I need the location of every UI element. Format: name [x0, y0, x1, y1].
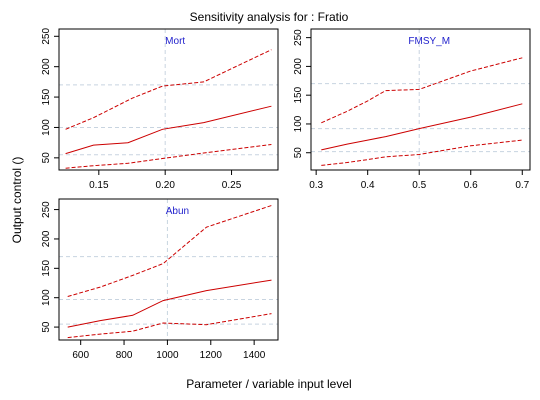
x-tick-label: 0.20	[155, 180, 175, 191]
x-tick-label: 0.25	[222, 180, 242, 191]
y-tick-label: 100	[41, 289, 52, 306]
x-tick-label: 0.7	[515, 180, 529, 191]
y-tick-label: 250	[41, 201, 52, 218]
y-tick-label: 150	[41, 88, 52, 105]
y-tick-label: 100	[41, 119, 52, 136]
y-tick-label: 50	[293, 147, 304, 159]
x-tick-label: 1200	[200, 350, 223, 361]
chart-panel-1: 0.15 0.20 0.25 50 100 150 200 250 Mort	[41, 28, 279, 191]
figure-y-axis-label: Output control ()	[10, 157, 24, 244]
x-tick-label: 600	[72, 350, 89, 361]
x-tick-label: 0.5	[412, 180, 426, 191]
panel-label: Mort	[165, 36, 185, 47]
plot-frame	[310, 28, 531, 171]
x-tick-label: 1000	[156, 350, 179, 361]
x-tick-label: 0.6	[464, 180, 478, 191]
series-line-1	[65, 49, 272, 130]
chart-panel-2: 0.3 0.4 0.5 0.6 0.7 50 100 150 200 250 FMSY_M	[293, 28, 531, 191]
y-tick-label: 200	[41, 230, 52, 247]
y-tick-label: 50	[41, 321, 52, 333]
plot-frame	[58, 198, 279, 341]
series-line-3	[65, 144, 272, 169]
series-line-1	[67, 205, 272, 297]
x-tick-label: 0.3	[309, 180, 323, 191]
series-line-2	[65, 105, 272, 155]
y-tick-label: 150	[41, 260, 52, 277]
panel-label: Abun	[166, 206, 189, 217]
plot-frame	[58, 28, 279, 171]
series-line-2	[67, 279, 272, 328]
series-line-2	[321, 103, 523, 151]
y-tick-label: 200	[41, 58, 52, 75]
series-line-1	[321, 57, 523, 124]
x-tick-label: 0.4	[361, 180, 375, 191]
chart-panel-3: 600 800 1000 1200 1400 50 100 150 200 250 Abun	[41, 198, 279, 361]
x-tick-label: 800	[116, 350, 133, 361]
y-tick-label: 250	[293, 29, 304, 46]
y-tick-label: 100	[293, 115, 304, 132]
panel-label: FMSY_M	[408, 36, 450, 47]
y-tick-label: 150	[293, 86, 304, 103]
figure-x-axis-label: Parameter / variable input level	[186, 377, 351, 391]
series-line-3	[321, 139, 523, 166]
y-tick-label: 200	[293, 58, 304, 75]
y-tick-label: 50	[41, 152, 52, 164]
x-tick-label: 0.15	[89, 180, 109, 191]
y-tick-label: 250	[41, 28, 52, 45]
figure-title: Sensitivity analysis for : Fratio	[190, 10, 349, 24]
x-tick-label: 1400	[243, 350, 266, 361]
series-line-3	[67, 313, 272, 339]
